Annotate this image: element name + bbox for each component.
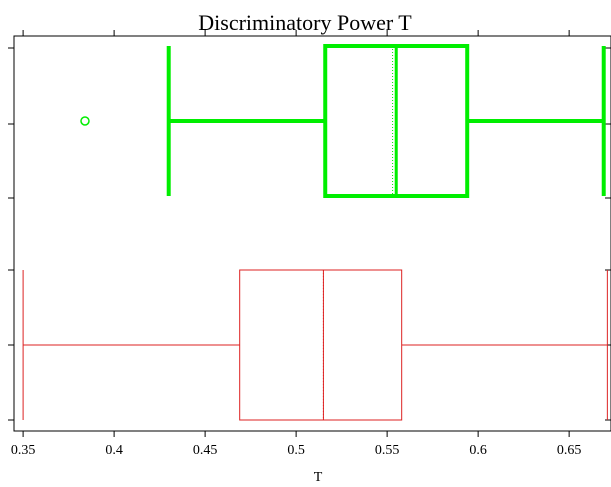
x-tick-label: 0.65 xyxy=(557,443,582,458)
x-tick-label: 0.6 xyxy=(469,443,487,458)
x-tick-labels: 0.35 0.4 0.45 0.5 0.55 0.6 0.65 xyxy=(11,443,582,458)
x-tick-label: 0.45 xyxy=(193,443,218,458)
x-tick-label: 0.35 xyxy=(11,443,36,458)
series-layer xyxy=(22,44,608,421)
box-iqr xyxy=(239,269,403,421)
x-axis-label: T xyxy=(314,470,323,485)
x-tick-label: 0.4 xyxy=(105,443,123,458)
boxplot-series-2 xyxy=(22,269,608,421)
chart-title: Discriminatory Power T xyxy=(198,10,412,35)
axis-ticks xyxy=(8,30,611,437)
boxplot-series-1 xyxy=(80,44,606,198)
x-tick-label: 0.55 xyxy=(375,443,400,458)
plot-frame xyxy=(13,35,611,432)
outlier-point xyxy=(80,116,90,126)
x-tick-label: 0.5 xyxy=(287,443,305,458)
